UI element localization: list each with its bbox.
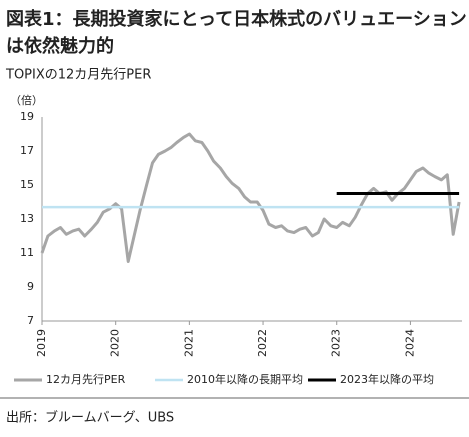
y-tick-label: 19: [20, 110, 34, 123]
y-tick-label: 13: [20, 212, 34, 225]
legend-label: 12カ月先行PER: [46, 373, 126, 386]
y-tick-label: 11: [20, 246, 34, 259]
series-line: [40, 132, 461, 263]
x-tick-label: 2023: [330, 329, 343, 357]
x-tick-label: 2022: [256, 329, 269, 357]
x-tick-label: 2019: [35, 329, 48, 357]
legend-label: 2010年以降の長期平均: [187, 372, 303, 386]
y-unit: （倍）: [10, 93, 43, 107]
y-tick-label: 9: [27, 280, 34, 293]
x-tick-label: 2020: [109, 329, 122, 357]
x-tick-label: 2024: [403, 329, 416, 357]
y-tick-label: 15: [20, 178, 34, 191]
chart-title: 図表1：長期投資家にとって日本株式のバリュエーション: [6, 8, 467, 30]
source: 出所：ブルームバーグ、UBS: [6, 410, 174, 426]
y-tick-label: 7: [27, 314, 34, 327]
legend-label: 2023年以降の平均: [340, 372, 434, 386]
chart-subtitle: TOPIXの12カ月先行PER: [5, 68, 151, 83]
x-tick-label: 2021: [182, 329, 195, 357]
chart-title-line2: は依然魅力的: [6, 35, 114, 57]
y-tick-label: 17: [20, 144, 34, 157]
